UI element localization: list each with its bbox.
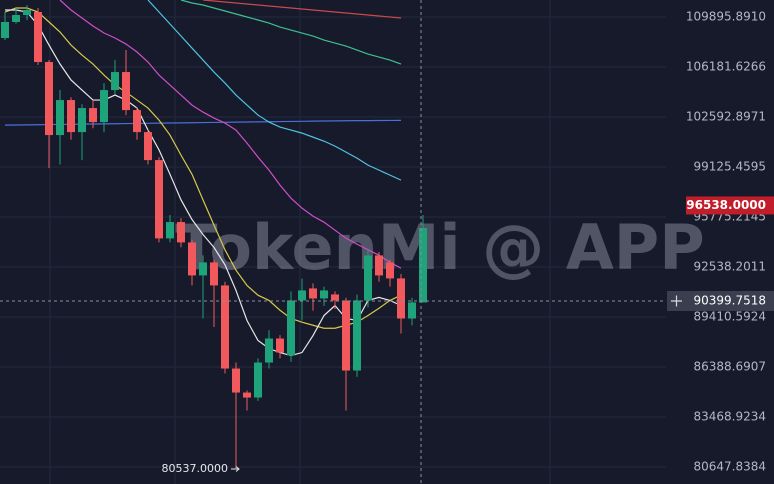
y-tick-label: 80647.8384 xyxy=(693,459,766,473)
candle-body xyxy=(23,9,31,16)
candle-body xyxy=(122,72,130,111)
crosshair-plus xyxy=(671,295,682,307)
candle-body xyxy=(364,255,372,301)
candle-body xyxy=(12,15,20,23)
candle-body xyxy=(331,294,339,301)
y-tick-label: 92538.2011 xyxy=(693,259,766,273)
candle-body xyxy=(67,100,75,133)
candle-body xyxy=(221,285,229,369)
candle-body xyxy=(408,302,416,319)
y-tick-label: 83468.9234 xyxy=(693,409,766,423)
candle-body xyxy=(111,72,119,91)
candle-body xyxy=(177,222,185,243)
candle-body xyxy=(342,300,350,371)
candle-body xyxy=(133,110,141,133)
candle-body xyxy=(419,228,427,303)
candle-body xyxy=(243,392,251,398)
y-tick-label: 86388.6907 xyxy=(693,359,766,373)
moving-average-line xyxy=(147,0,402,181)
moving-average-line xyxy=(180,0,402,65)
overlay: 109895.8910 106181.6266 102592.8971 99125.4… xyxy=(0,10,774,475)
candle-body xyxy=(298,290,306,301)
watermark: TokenMi @ APP xyxy=(175,211,704,284)
candle-body xyxy=(56,100,64,136)
low-arrow xyxy=(231,466,240,472)
candle-body xyxy=(386,262,394,279)
y-tick-label: 109895.8910 xyxy=(686,10,766,24)
plot xyxy=(1,0,427,469)
last-price-box xyxy=(686,196,774,215)
candle-body xyxy=(78,108,86,133)
grid xyxy=(0,0,666,484)
y-tick-label: 89410.5924 xyxy=(693,309,766,323)
candle-body xyxy=(100,90,108,123)
candle-body xyxy=(45,62,53,136)
candle-body xyxy=(287,300,295,356)
candle-body xyxy=(375,255,383,276)
moving-average-line xyxy=(202,0,402,19)
last-price-label: 96538.0000 xyxy=(686,198,766,212)
y-tick-label: 106181.6266 xyxy=(686,60,766,74)
candle-body xyxy=(155,160,163,239)
candle-body xyxy=(199,262,207,276)
crosshair-label-box xyxy=(686,290,774,311)
moving-average-line xyxy=(59,0,402,269)
candle-body xyxy=(1,22,9,39)
moving-average-line xyxy=(4,7,402,329)
candle-body xyxy=(188,242,196,276)
candle-body xyxy=(210,262,218,286)
candle-body xyxy=(397,278,405,319)
candle-body xyxy=(34,12,42,63)
candle-body xyxy=(144,132,152,161)
y-tick-label: 102592.8971 xyxy=(686,110,766,124)
candle-body xyxy=(232,368,240,393)
candle-body xyxy=(309,288,317,299)
low-label: 80537.0000 xyxy=(162,462,228,475)
crosshair-label: 90399.7518 xyxy=(693,293,766,307)
candle-body xyxy=(276,338,284,353)
candle-body xyxy=(320,290,328,299)
candle-body xyxy=(254,362,262,398)
candle-body xyxy=(89,108,97,123)
y-tick-label: 99125.4595 xyxy=(693,159,766,173)
candle-body xyxy=(265,338,273,363)
candle-body xyxy=(166,222,174,239)
candle-body xyxy=(353,300,361,371)
